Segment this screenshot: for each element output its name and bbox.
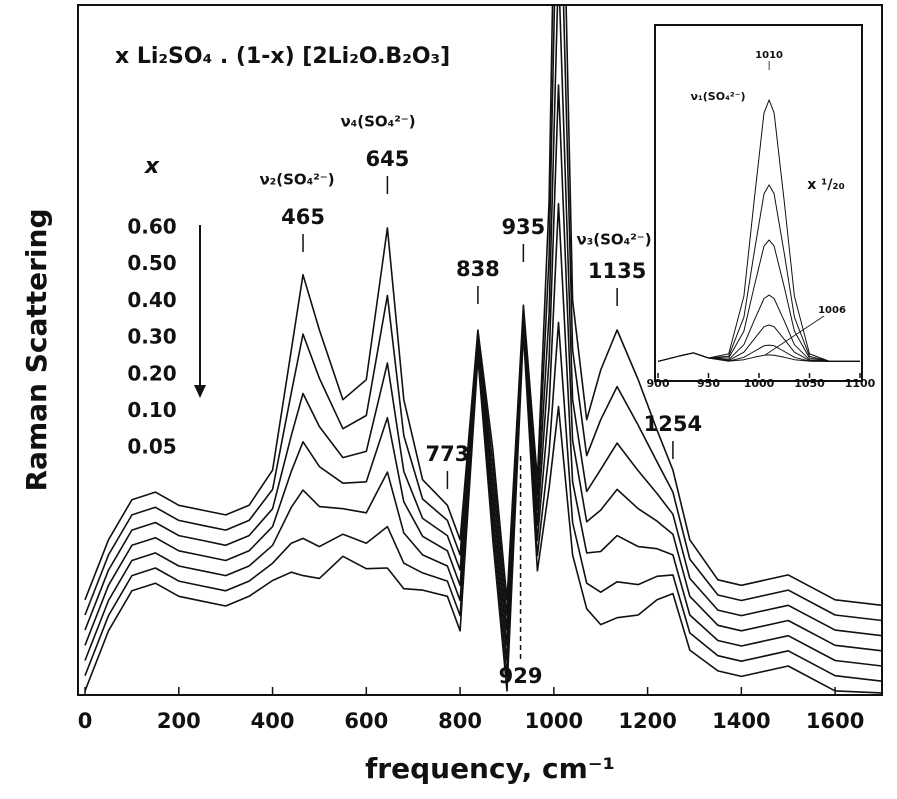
peak-label: 935 [501,215,545,239]
legend-title: x [144,154,160,179]
chart-title: x Li₂SO₄ . (1-x) [2Li₂O.B₂O₃] [115,44,450,69]
peak-label: 838 [456,257,500,281]
x-tick-label: 800 [438,709,482,733]
spectrum-line [84,5,882,622]
spectrum-line [84,202,882,667]
legend-label: 0.10 [127,398,176,422]
labels: 0 200 400 600 800 1000 1200 1400 1600 900 950 1000 1… [78,50,876,733]
inset-plot [658,99,860,362]
peak-label: 773 [425,442,469,466]
x-tick-label: 1400 [712,709,770,733]
x-tick-label: 600 [344,709,388,733]
x-tick-label: 900 [647,377,670,390]
mode-label: ν₃(SO₄²⁻) [576,231,651,249]
x-tick-label: 1600 [806,709,864,733]
x-tick-label: 1050 [794,377,825,390]
inset-annotation: ν₁(SO₄²⁻) [690,90,745,103]
x-tick-label: 1200 [618,709,676,733]
inset-peak-label: 1006 [818,305,846,316]
x-tick-label: 1000 [744,377,775,390]
peak-label: 929 [499,664,543,688]
x-tick-label: 200 [157,709,201,733]
mode-label: ν₄(SO₄²⁻) [340,113,415,131]
legend-label: 0.30 [127,325,176,349]
legend-label: 0.40 [127,288,176,312]
main-plot [84,5,882,694]
peak-label: 465 [281,205,325,229]
inset-annotation: x ¹/₂₀ [807,177,844,193]
inset-frame [654,24,863,382]
inset-peak-line [764,315,825,356]
x-axis-label: frequency, cm⁻¹ [365,752,615,785]
spectrum-line [84,84,882,652]
legend-label: 0.05 [127,435,176,459]
x-tick-label: 0 [78,709,93,733]
peak-label: 1254 [644,412,702,436]
y-axis-label: Raman Scattering [20,208,53,491]
inset-peak-label: 1010 [755,50,783,61]
peak-label: 1135 [588,259,646,283]
peak-label: 645 [365,147,409,171]
spectrum-line [84,5,882,607]
legend-arrow-head [194,385,206,398]
legend-label: 0.50 [127,251,176,275]
spectrum-line [658,352,860,362]
x-tick-label: 1000 [525,709,583,733]
x-tick-label: 1100 [845,377,876,390]
x-tick-label: 400 [251,709,295,733]
spectrum-line [84,332,882,694]
legend-label: 0.20 [127,361,176,385]
spectrum-line [84,5,882,637]
x-tick-label: 950 [697,377,720,390]
plot-frame [77,4,883,696]
legend-label: 0.60 [127,215,176,239]
mode-label: ν₂(SO₄²⁻) [259,171,334,189]
spectrum-line [84,321,882,682]
